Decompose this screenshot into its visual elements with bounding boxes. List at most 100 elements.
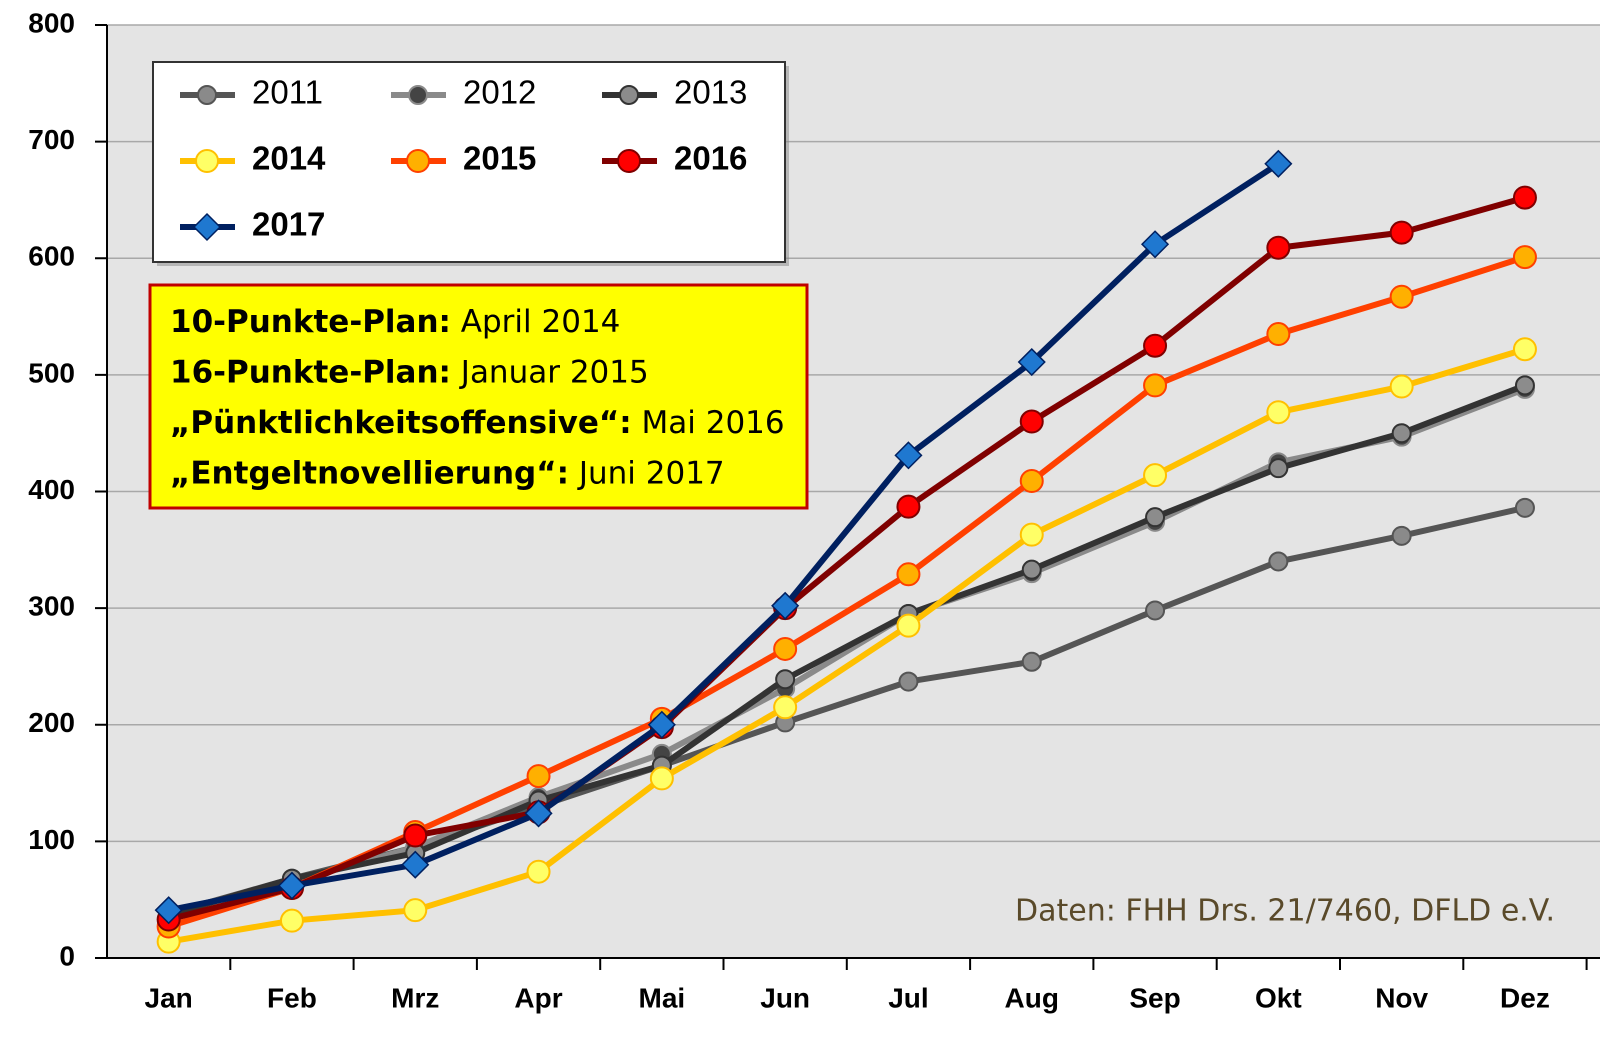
- x-tick-label: Apr: [514, 982, 562, 1013]
- marker: [1266, 322, 1291, 347]
- y-tick-label: 0: [59, 940, 75, 971]
- marker: [1145, 507, 1166, 528]
- marker: [1019, 469, 1044, 494]
- x-tick-label: Mrz: [391, 982, 439, 1013]
- marker: [277, 871, 307, 900]
- marker: [526, 859, 551, 884]
- series-line: [167, 194, 1526, 923]
- source: Daten: FHH Drs. 21/7460, DFLD e.V.: [1015, 894, 1555, 929]
- legend: [152, 61, 786, 263]
- marker: [1391, 423, 1412, 444]
- series-line: [168, 346, 1526, 945]
- marker: [279, 908, 304, 933]
- series-line: [168, 161, 1280, 914]
- x-tick-label: Feb: [267, 982, 317, 1013]
- marker: [401, 850, 430, 879]
- marker: [406, 149, 430, 173]
- legend-label: 2015: [463, 140, 536, 177]
- y-tick-label: 300: [28, 591, 75, 622]
- y-tick-label: 600: [28, 241, 75, 272]
- marker: [1268, 551, 1289, 572]
- marker: [1266, 400, 1291, 425]
- marker: [1514, 375, 1535, 396]
- x-tick-label: Sep: [1129, 982, 1180, 1013]
- annotation-label: „Pünktlichkeitsoffensive“:: [170, 405, 632, 441]
- marker: [1017, 347, 1046, 377]
- series-line: [167, 386, 1527, 921]
- marker: [403, 898, 428, 923]
- x-tick-label: Jan: [145, 982, 193, 1013]
- annotation-label: „Entgeltnovellierung“:: [170, 455, 569, 491]
- marker: [1268, 458, 1289, 479]
- marker: [1140, 230, 1170, 259]
- annotation-text: April 2014: [461, 304, 621, 340]
- marker: [1143, 373, 1168, 398]
- x-tick-label: Nov: [1375, 982, 1428, 1013]
- marker: [771, 591, 800, 620]
- x-tick-label: Jun: [760, 982, 810, 1013]
- marker: [526, 764, 551, 789]
- series-line: [167, 382, 1527, 918]
- marker: [775, 669, 796, 690]
- marker: [408, 85, 428, 105]
- marker: [1512, 337, 1537, 362]
- marker: [1145, 600, 1166, 621]
- x-tick-label: Aug: [1005, 982, 1059, 1013]
- x-tick-label: Mai: [639, 982, 686, 1013]
- marker: [647, 710, 676, 739]
- marker: [619, 85, 639, 105]
- marker: [1143, 463, 1168, 488]
- marker: [896, 613, 921, 638]
- annotations: 10-Punkte-Plan: April 2014 16-Punkte-Plan…: [170, 304, 785, 492]
- marker: [1389, 220, 1414, 245]
- annotation: 10-Punkte-Plan: April 2014: [170, 304, 620, 340]
- annotation-box: [148, 283, 809, 510]
- annotation: „Pünktlichkeitsoffensive“: Mai 2016: [170, 405, 785, 441]
- legend-label: 2013: [674, 74, 747, 111]
- marker: [1266, 235, 1291, 260]
- marker: [1512, 245, 1537, 270]
- lines: [154, 149, 1537, 954]
- marker: [1514, 497, 1535, 518]
- annotation-label: 10-Punkte-Plan:: [170, 304, 451, 340]
- legend-label: 2017: [252, 206, 325, 243]
- marker: [1389, 284, 1414, 309]
- annotation: „Entgeltnovellierung“: Juni 2017: [170, 455, 725, 491]
- marker: [192, 212, 222, 242]
- legend-label: 2012: [463, 74, 536, 111]
- marker: [1391, 525, 1412, 546]
- marker: [1021, 651, 1042, 672]
- x-tick-label: Okt: [1255, 982, 1302, 1013]
- marker: [1019, 522, 1044, 547]
- y-tick-label: 100: [28, 824, 75, 855]
- marker: [197, 85, 217, 105]
- marker: [649, 766, 674, 791]
- y-tick-label: 400: [28, 474, 75, 505]
- series: [154, 149, 1293, 925]
- marker: [898, 671, 919, 692]
- y-tick-label: 200: [28, 707, 75, 738]
- y-tick-label: 500: [28, 357, 75, 388]
- legend-label: 2011: [252, 74, 323, 111]
- annotation-text: Mai 2016: [642, 405, 785, 441]
- marker: [1143, 333, 1168, 358]
- marker: [896, 562, 921, 587]
- marker: [154, 896, 183, 925]
- annotation-label: 16-Punkte-Plan:: [170, 354, 451, 390]
- y-tick-label: 700: [28, 124, 75, 155]
- x-tick-label: Dez: [1500, 982, 1550, 1013]
- marker: [1512, 185, 1537, 210]
- marker: [896, 494, 921, 519]
- x-tick-label: Jul: [888, 982, 928, 1013]
- marker: [617, 149, 641, 173]
- annotation-text: Januar 2015: [459, 354, 649, 390]
- annotation-text: Juni 2017: [577, 455, 725, 491]
- marker: [403, 823, 428, 848]
- marker: [1019, 409, 1044, 434]
- legend-label: 2016: [674, 140, 747, 177]
- marker: [1021, 559, 1042, 580]
- marker: [1264, 149, 1293, 178]
- marker: [195, 149, 219, 173]
- marker: [773, 636, 798, 661]
